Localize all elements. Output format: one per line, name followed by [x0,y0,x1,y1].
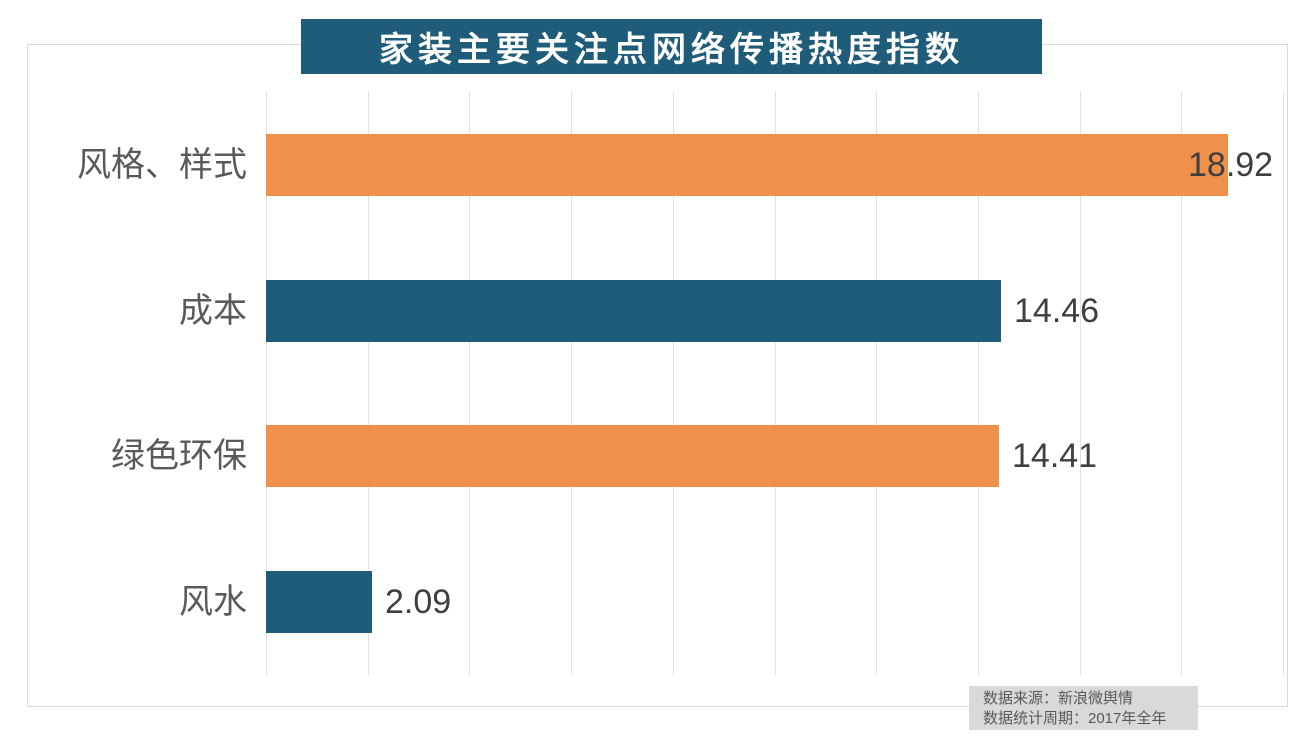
gridline [876,92,877,675]
category-label: 风水 [179,583,247,621]
chart-title: 家装主要关注点网络传播热度指数 [379,31,964,69]
plot-area: 18.92 14.46 14.41 2.09 [266,92,1284,675]
gridline [368,92,369,675]
bar [266,425,999,487]
source-note-line2: 数据统计周期：2017年全年 [983,710,1167,727]
bar [266,280,1001,342]
gridline [1283,92,1284,675]
category-axis: 风格、样式成本绿色环保风水 [40,92,247,675]
source-note: 数据来源：新浪微舆情 数据统计周期：2017年全年 [969,686,1198,730]
gridline [673,92,674,675]
value-label: 14.41 [1012,437,1098,475]
gridline [571,92,572,675]
value-label: 14.46 [1014,292,1100,330]
gridline [469,92,470,675]
gridline [1080,92,1081,675]
gridline [1181,92,1182,675]
gridline [775,92,776,675]
source-note-line1: 数据来源：新浪微舆情 [983,690,1134,707]
value-label: 18.92 [1188,146,1274,184]
bar [266,571,372,633]
gridline [266,92,267,675]
category-label: 绿色环保 [111,437,247,475]
bar [266,134,1228,196]
category-label: 成本 [179,292,247,330]
chart-title-banner: 家装主要关注点网络传播热度指数 [301,19,1042,74]
category-label: 风格、样式 [77,146,247,184]
gridline [978,92,979,675]
value-label: 2.09 [385,583,452,621]
